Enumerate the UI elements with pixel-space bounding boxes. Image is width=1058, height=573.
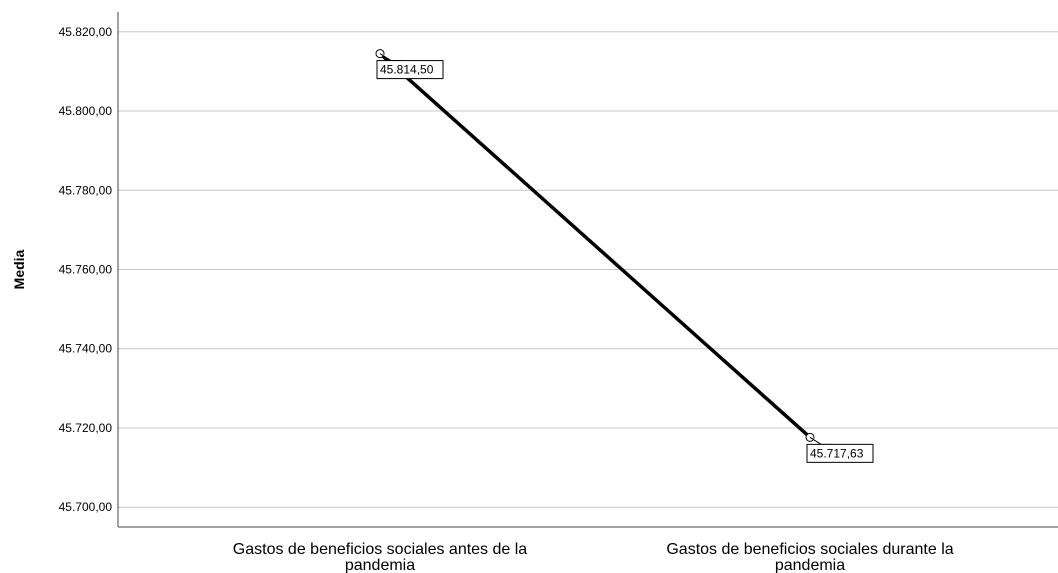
data-label-0: 45.814,50 [380,63,434,77]
axes [117,12,1058,528]
y-axis-title: Media [11,249,27,289]
series-0-line [378,52,812,439]
data-labels: 45.814,50 45.717,63 [376,53,874,463]
y-tick-labels: 45.700,00 45.720,00 45.740,00 45.760,00 45.7… [59,25,113,514]
x-category-label-0-line-0: Gastos de beneficios sociales antes de l… [233,541,528,558]
y-tick-label-1: 45.720,00 [59,421,113,435]
x-category-label-1-line-0: Gastos de beneficios sociales durante la [666,541,953,558]
x-category-label-0: Gastos de beneficios sociales antes de l… [233,541,528,573]
data-label-box-1 [806,443,874,463]
data-label-box-0 [376,60,444,80]
y-tick-label-6: 45.820,00 [59,25,113,39]
y-tick-label-0: 45.700,00 [59,500,113,514]
x-category-label-1-line-1: pandemia [775,557,845,573]
y-tick-label-2: 45.740,00 [59,342,113,356]
y-tick-label-3: 45.760,00 [59,263,113,277]
series-line [375,49,815,442]
x-category-label-1: Gastos de beneficios sociales durante la… [666,541,953,573]
y-tick-label-5: 45.800,00 [59,104,113,118]
data-label-1: 45.717,63 [810,446,864,460]
x-category-labels: Gastos de beneficios sociales antes de l… [233,541,954,573]
gridlines [118,31,1058,508]
x-category-label-0-line-1: pandemia [345,557,415,573]
y-tick-label-4: 45.780,00 [59,183,113,197]
